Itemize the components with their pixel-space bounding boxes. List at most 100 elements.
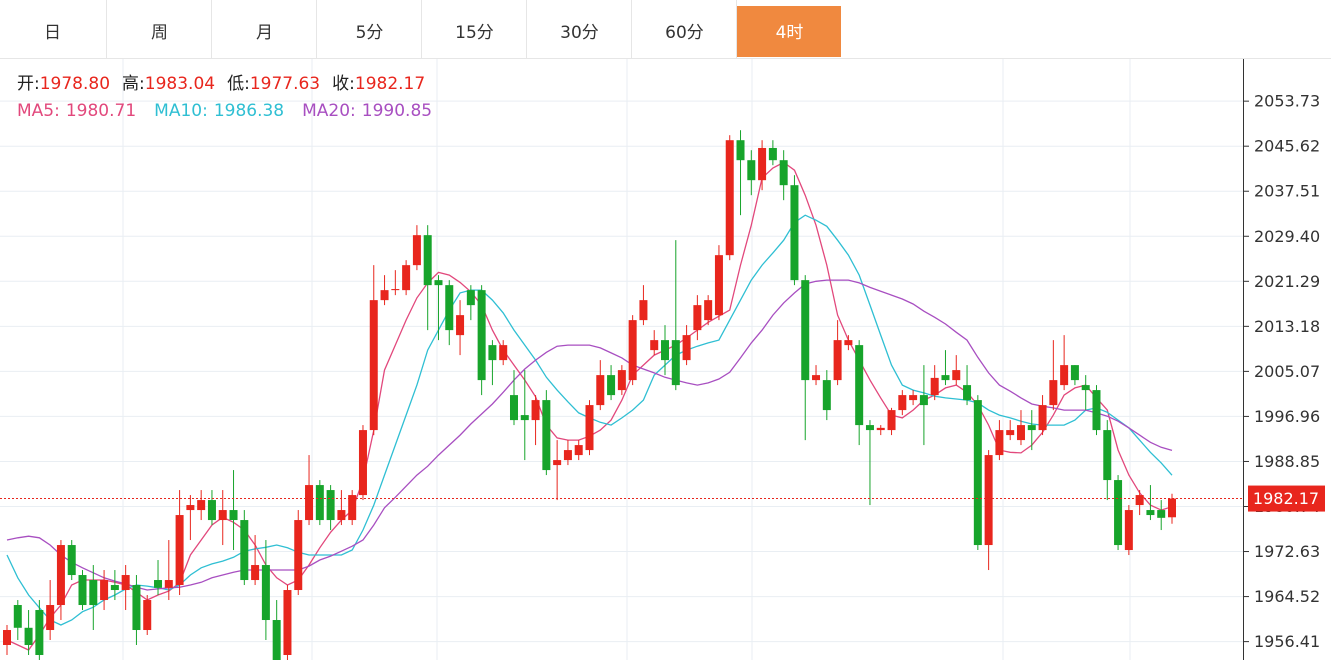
candle-body [758, 147, 767, 181]
y-tick-label: 1972.63 [1254, 542, 1320, 561]
candle-body [812, 375, 821, 381]
candle-body [445, 285, 454, 331]
quote-value: 1982.17 [355, 74, 425, 94]
candle-body [434, 280, 443, 286]
tab-label[interactable]: 15分 [455, 23, 494, 43]
last-price: 1982.17 [0, 485, 1325, 512]
tab-active-bg[interactable] [737, 6, 841, 57]
candle-body [607, 375, 616, 396]
tab[interactable]: 4时 [736, 0, 842, 58]
candle-body [315, 485, 324, 521]
candle-body [844, 340, 853, 346]
candle-body [725, 140, 734, 256]
candle-body [402, 265, 411, 291]
candle-body [661, 340, 670, 361]
quote-value: 1983.04 [145, 74, 215, 94]
tab-label[interactable]: 日 [44, 23, 61, 43]
candle-body [56, 545, 65, 606]
candle-body [164, 580, 173, 588]
y-axis-labels: 2053.73 2045.62 2037.51 2029.40 2021.29 2013.… [1243, 92, 1320, 651]
candle-body [251, 565, 260, 581]
tab[interactable]: 5分 [316, 0, 384, 58]
candle-body [887, 410, 896, 431]
candle-body [3, 630, 11, 646]
candle-body [790, 185, 799, 281]
tab-label[interactable]: 周 [151, 23, 168, 43]
tab[interactable]: 日 [44, 23, 61, 43]
candle-body [1060, 365, 1069, 386]
candle-body [1070, 365, 1079, 381]
tab-label[interactable]: 月 [256, 23, 273, 43]
candle-body [574, 445, 583, 456]
candle-body [110, 585, 119, 591]
candle-body [973, 400, 982, 546]
candle-body [499, 345, 508, 361]
ma-legend: MA5: 1980.71 MA10: 1986.38 MA20: 1990.85 [17, 101, 432, 121]
candle-body [909, 395, 918, 401]
candle-body [294, 520, 303, 591]
quote-label: 开: [17, 74, 40, 94]
tab-label[interactable]: 60分 [665, 23, 704, 43]
candle-body [747, 160, 756, 181]
candle-body [1103, 430, 1112, 481]
candle-body [13, 605, 22, 628]
ma-line [6, 279, 1173, 591]
candle-body [628, 320, 637, 381]
y-tick-label: 2029.40 [1254, 227, 1320, 246]
candle-body [423, 235, 432, 286]
tab-label[interactable]: 30分 [560, 23, 599, 43]
candle-body [919, 395, 928, 406]
candle-body [46, 605, 55, 631]
candle-body [984, 455, 993, 546]
legend-value: 1990.85 [362, 101, 432, 121]
tab[interactable]: 月 [211, 0, 274, 58]
candle-body [714, 255, 723, 316]
tab[interactable]: 周 [106, 0, 169, 58]
candles [3, 130, 1176, 660]
quote-label: 高: [122, 74, 145, 94]
y-tick-label: 1964.52 [1254, 587, 1320, 606]
tab[interactable]: 60分 [631, 0, 704, 58]
candle-body [693, 305, 702, 331]
candle-body [218, 510, 227, 521]
candle-body [1038, 405, 1047, 431]
candle-body [261, 565, 270, 621]
candle-body [337, 510, 346, 521]
candle-body [67, 545, 76, 576]
candle-body [1027, 425, 1036, 431]
y-tick-label: 1956.41 [1254, 632, 1320, 651]
candle-body [456, 315, 465, 336]
quote-row: 开:1978.80 高:1983.04 低:1977.63 收:1982.17 [17, 74, 425, 94]
y-tick-label: 2045.62 [1254, 137, 1320, 156]
candle-body [466, 290, 475, 306]
tab-bar: 日 周 月 5分 15分 30分 60分 4时 [44, 0, 841, 58]
candle-body [35, 610, 44, 656]
tab[interactable]: 15分 [421, 0, 494, 58]
legend-value: 1980.71 [66, 101, 136, 121]
candle-body [1157, 510, 1166, 518]
candle-body [952, 370, 961, 381]
legend-value: 1986.38 [214, 101, 284, 121]
candle-body [1006, 430, 1015, 436]
y-tick-label: 1988.85 [1254, 452, 1320, 471]
candle-body [132, 585, 141, 631]
candle-body [596, 375, 605, 406]
candle-body [704, 300, 713, 321]
candle-body [305, 485, 314, 521]
candle-body [941, 375, 950, 381]
candle-body [1016, 425, 1025, 441]
candle-body [617, 370, 626, 391]
info-panel: 开:1978.80 高:1983.04 低:1977.63 收:1982.17 MA5:… [17, 74, 432, 121]
candle-body [855, 345, 864, 426]
candle-body [736, 140, 745, 161]
candle-body [822, 380, 831, 411]
candle-body [207, 500, 216, 521]
candle-body [197, 500, 206, 511]
tab[interactable]: 30分 [526, 0, 599, 58]
tab-label[interactable]: 5分 [356, 23, 384, 43]
tab-label[interactable]: 4时 [776, 23, 804, 43]
candle-body [520, 415, 529, 421]
candle-body [650, 340, 659, 351]
candle-body [121, 575, 130, 591]
